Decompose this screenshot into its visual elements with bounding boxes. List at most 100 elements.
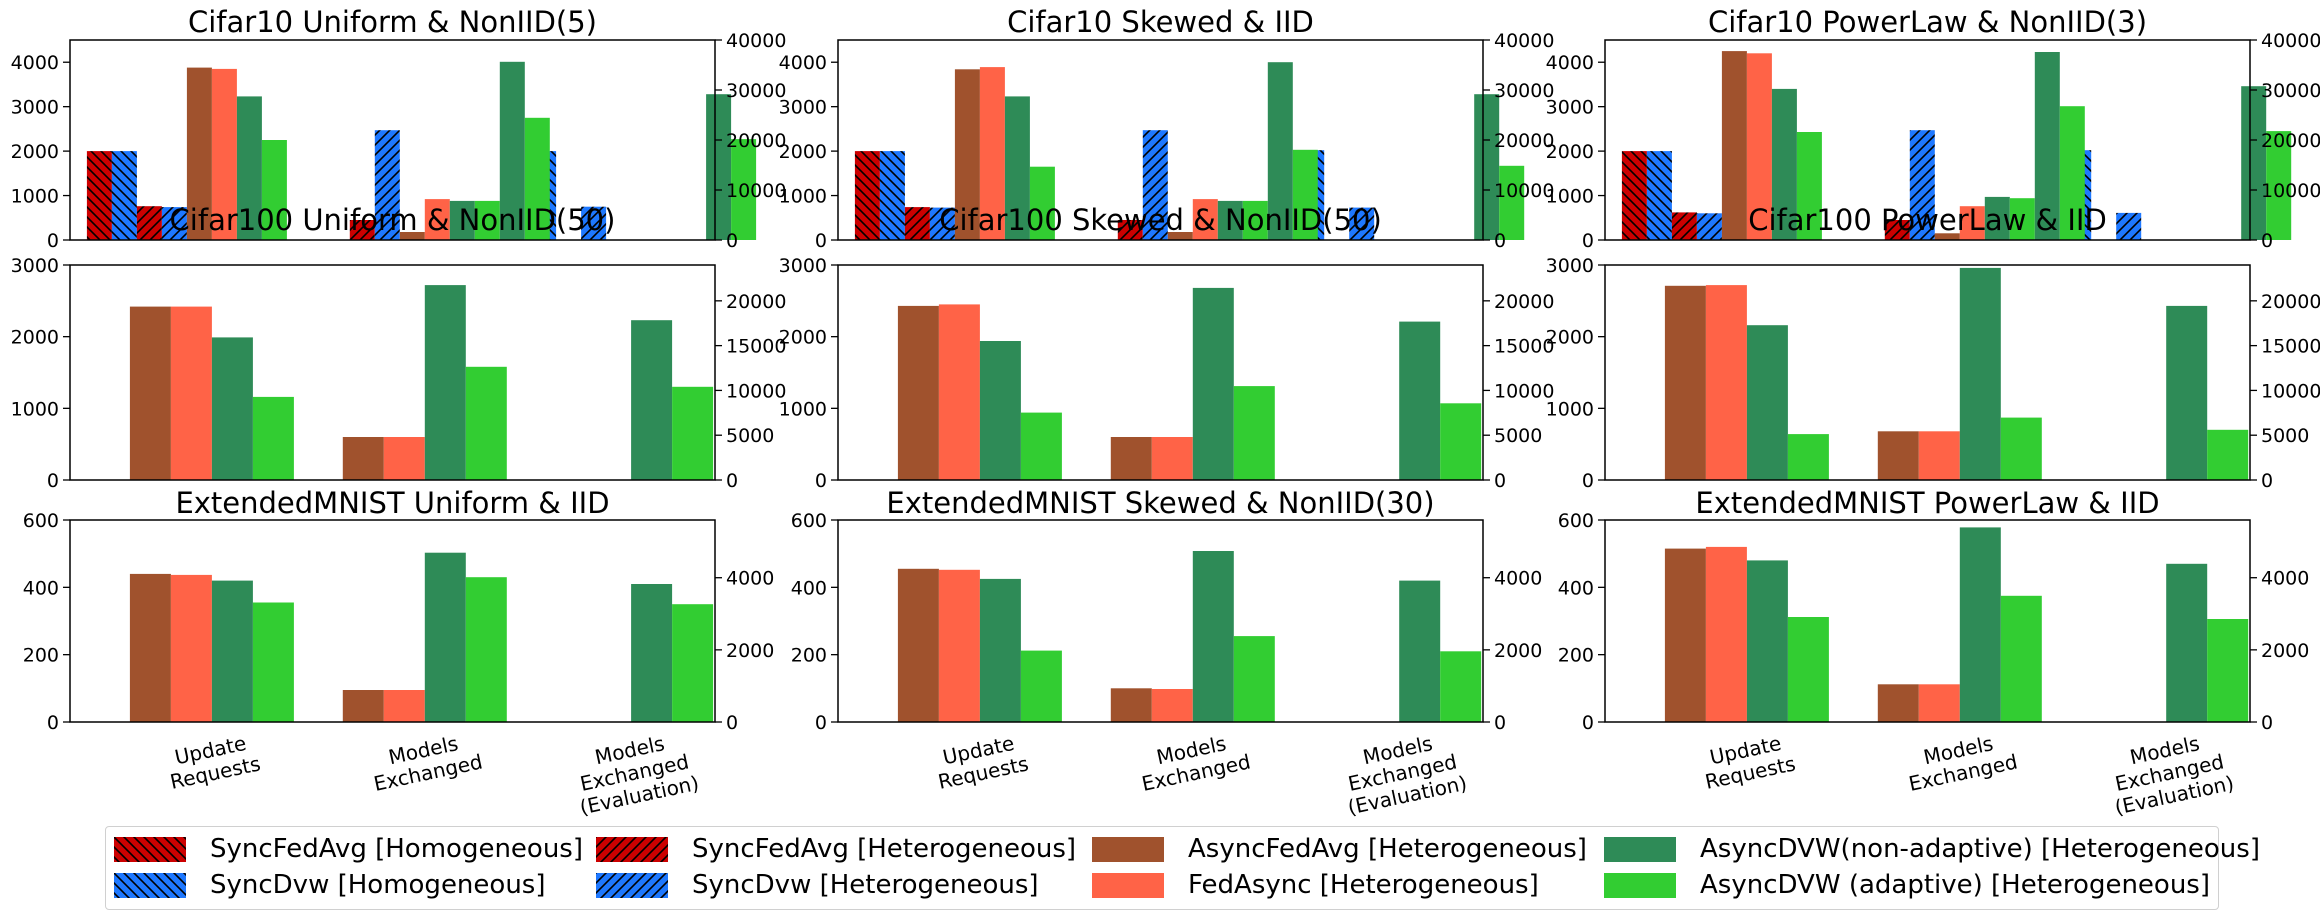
bar	[211, 68, 237, 241]
y-tick-label: 3000	[11, 97, 59, 119]
y2-tick-label: 20000	[2261, 291, 2320, 313]
chart-title: Cifar10 Uniform & NonIID(5)	[188, 5, 597, 39]
y-tick-label: 1000	[779, 398, 827, 420]
y-tick-label: 200	[791, 645, 827, 667]
bar	[954, 69, 980, 240]
y-tick-label: 3000	[1546, 255, 1594, 277]
y2-tick-label: 0	[1494, 470, 1506, 492]
chart-panel-7: ExtendedMNIST Uniform & IID 0 200 400 600 0 20…	[23, 486, 775, 734]
y2-tick-label: 20000	[726, 130, 786, 152]
y-tick-label: 600	[23, 510, 59, 532]
bar	[1020, 412, 1062, 480]
bar	[1959, 267, 2001, 480]
y-tick-label: 200	[1558, 645, 1594, 667]
legend-item-4: SyncDvw [Heterogeneous]	[596, 870, 1039, 900]
y-tick-label: 0	[47, 230, 59, 252]
bar	[938, 304, 980, 480]
legend-swatch-fill	[1604, 836, 1676, 862]
y-tick-label: 3000	[1546, 97, 1594, 119]
axes-frame	[69, 264, 716, 481]
legend-swatch-5	[1092, 836, 1164, 862]
bar	[236, 96, 262, 241]
bar	[1440, 403, 1482, 480]
bar	[631, 584, 673, 722]
y2-tick-label: 20000	[726, 291, 786, 313]
y2-tick-label: 2000	[726, 640, 774, 662]
bar	[424, 199, 450, 240]
bar	[1192, 551, 1234, 722]
bar	[1151, 689, 1193, 722]
bar	[2266, 131, 2292, 240]
bar	[342, 690, 384, 722]
bar	[1192, 199, 1218, 240]
y2-tick-label: 0	[1494, 712, 1506, 734]
legend-label-7: AsyncDVW(non-adaptive) [Heterogeneous]	[1700, 834, 2260, 864]
legend-label-6: FedAsync [Heterogeneous]	[1188, 870, 1539, 900]
bar	[1110, 688, 1152, 722]
bar	[929, 207, 955, 240]
y2-tick-label: 0	[2261, 230, 2273, 252]
y-tick-label: 2000	[779, 141, 827, 163]
bar	[136, 206, 162, 240]
bar	[383, 437, 425, 480]
bar	[1918, 431, 1960, 480]
chart-panel-2: Cifar10 Skewed & IID01000200030004000010…	[779, 5, 1555, 252]
legend-swatch-fill	[596, 836, 668, 862]
y-tick-label: 1000	[11, 186, 59, 208]
y2-tick-label: 30000	[2261, 80, 2320, 102]
bar	[1151, 437, 1193, 480]
y2-tick-label: 5000	[726, 425, 774, 447]
y-tick-label: 3000	[779, 255, 827, 277]
bar	[1877, 431, 1919, 480]
bar	[1440, 651, 1482, 722]
y2-tick-label: 5000	[2261, 425, 2309, 447]
y2-tick-label: 15000	[2261, 336, 2320, 358]
bar	[631, 320, 673, 480]
y2-tick-label: 15000	[726, 336, 786, 358]
chart-title: Cifar100 Skewed & NonIID(50)	[939, 203, 1382, 237]
bar	[1020, 650, 1062, 722]
y-tick-label: 0	[1582, 712, 1594, 734]
chart-panel-5: Cifar100 Skewed & NonIID(50) 0 1000 2000 300…	[779, 203, 1555, 492]
y2-tick-label: 2000	[1494, 640, 1542, 662]
y-tick-label: 600	[791, 510, 827, 532]
legend-swatch-7	[1604, 836, 1676, 862]
bar	[1233, 386, 1275, 480]
bar	[2116, 212, 2142, 240]
chart-panel-8: ExtendedMNIST Skewed & NonIID(30) 0 200 400…	[791, 486, 1543, 734]
legend-label-4: SyncDvw [Heterogeneous]	[692, 870, 1039, 900]
bar	[1267, 62, 1293, 241]
y2-tick-label: 10000	[2261, 180, 2320, 202]
bar	[86, 151, 112, 240]
bar	[1934, 233, 1960, 240]
y-tick-label: 600	[1558, 510, 1594, 532]
chart-title: Cifar10 PowerLaw & NonIID(3)	[1708, 5, 2147, 39]
y2-tick-label: 5000	[1494, 425, 1542, 447]
bar	[424, 552, 466, 722]
bar	[524, 117, 550, 240]
chart-panel-1: Cifar10 Uniform & NonIID(5) 0 1000 2000 3000…	[11, 5, 787, 252]
y2-tick-label: 4000	[726, 568, 774, 590]
bar	[1746, 560, 1788, 722]
bar	[252, 396, 294, 480]
legend-label-2: SyncDvw [Homogeneous]	[210, 870, 546, 900]
bar	[1192, 287, 1234, 480]
bar	[731, 139, 757, 240]
y-tick-label: 2000	[1546, 141, 1594, 163]
bar	[581, 206, 607, 240]
y2-tick-label: 0	[1494, 230, 1506, 252]
y-tick-label: 2000	[779, 327, 827, 349]
y-tick-label: 1000	[1546, 398, 1594, 420]
y-tick-label: 400	[23, 577, 59, 599]
bar	[1399, 580, 1441, 722]
y2-tick-label: 40000	[726, 30, 786, 52]
chart-panels: Cifar10 Uniform & NonIID(5)0100020003000…	[11, 5, 2320, 734]
legend-swatch-fill	[1092, 872, 1164, 898]
